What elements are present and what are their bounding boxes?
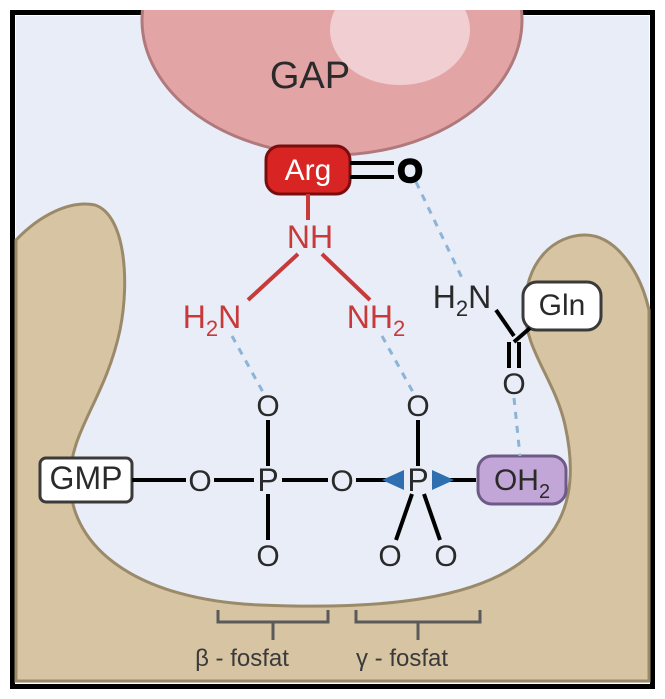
atom-O-arg: O xyxy=(398,155,421,188)
nh-label: NH xyxy=(287,219,333,255)
gmp-label: GMP xyxy=(50,460,123,496)
atom-O-p2-bl: O xyxy=(378,540,401,573)
water-oh2: OH2 xyxy=(478,456,566,504)
gln-label: Gln xyxy=(539,289,586,322)
atom-O-mid1: O xyxy=(188,465,211,498)
gmp-group: GMP xyxy=(40,458,132,502)
diagram-frame: Arg O GAP NH H2N NH2 Gln H2N O GMP xyxy=(10,10,655,689)
atom-O-gln: O xyxy=(502,368,525,401)
gamma-label: γ - fosfat xyxy=(356,645,448,672)
atom-P1: P xyxy=(257,462,278,498)
atom-O-mid2: O xyxy=(330,465,353,498)
gap-label: GAP xyxy=(270,55,350,97)
atom-O-p2-br: O xyxy=(434,540,457,573)
arg-residue: Arg xyxy=(266,146,350,194)
diagram-svg: Arg O GAP NH H2N NH2 Gln H2N O GMP xyxy=(10,10,655,689)
arg-label: Arg xyxy=(285,154,332,187)
atom-O-p2-top: O xyxy=(406,390,429,423)
atom-P2: P xyxy=(407,462,428,498)
atom-O-p1-top: O xyxy=(256,390,279,423)
gln-residue: Gln xyxy=(523,282,601,330)
atom-O-p1-bot: O xyxy=(256,540,279,573)
beta-label: β - fosfat xyxy=(195,645,289,672)
